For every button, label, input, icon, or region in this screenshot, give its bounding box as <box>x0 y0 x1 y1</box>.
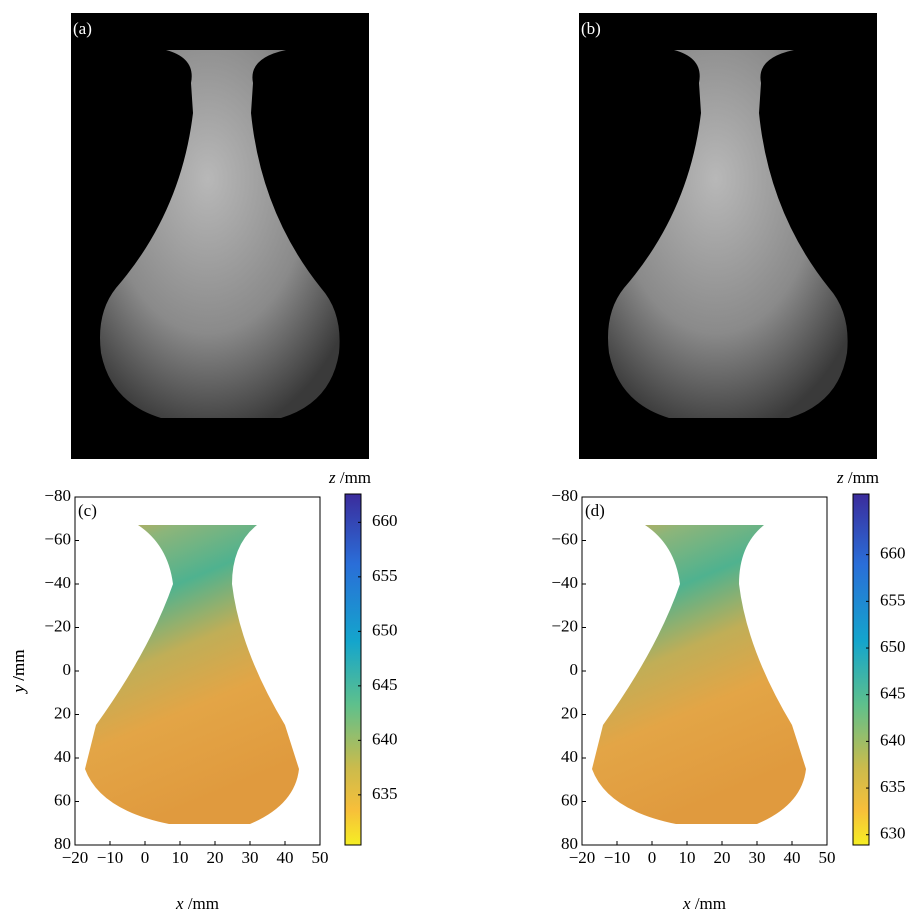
x-tick-label: 0 <box>141 848 150 867</box>
y-tick-label: −20 <box>44 616 71 635</box>
axis-title: y /mm <box>9 650 28 695</box>
x-tick-label: 30 <box>749 848 766 867</box>
y-tick-label: 60 <box>54 790 71 809</box>
colorbar <box>853 494 869 845</box>
x-tick-label: 20 <box>714 848 731 867</box>
x-tick-label: 10 <box>679 848 696 867</box>
figure: (a) (b) (c) −20 −10 0 10 20 30 40 50 −80 −60 −40 −20… <box>0 0 910 915</box>
y-tick-label: −80 <box>44 486 71 505</box>
colorbar-tick-label: 650 <box>880 637 906 656</box>
y-tick-label: 20 <box>561 703 578 722</box>
axis-variable: z <box>328 468 336 487</box>
panel-label: (a) <box>73 19 92 38</box>
surface-c <box>85 525 299 824</box>
colorbar-tick-label: 640 <box>372 729 398 748</box>
photo-b: (b) <box>579 13 877 459</box>
x-tick-label: −10 <box>604 848 631 867</box>
y-tick-label: 0 <box>570 660 579 679</box>
x-tick-label: 40 <box>277 848 294 867</box>
y-tick-label: −60 <box>551 529 578 548</box>
panel-label: (b) <box>581 19 601 38</box>
surface-d <box>592 525 806 824</box>
colorbar-tick-label: 660 <box>372 511 398 530</box>
colorbar-tick-label: 630 <box>880 824 906 843</box>
y-tick-label: 80 <box>561 834 578 853</box>
panel-label: (c) <box>78 501 97 520</box>
colorbar-tick-label: 640 <box>880 730 906 749</box>
photo-a: (a) <box>71 13 373 459</box>
y-tick-label: 0 <box>63 660 72 679</box>
colorbar-tick-label: 645 <box>372 675 398 694</box>
x-tick-label: 30 <box>242 848 259 867</box>
axis-unit: /mm <box>848 468 879 487</box>
x-tick-label: −10 <box>97 848 124 867</box>
y-tick-label: 60 <box>561 790 578 809</box>
colorbar-tick-label: 660 <box>880 544 906 563</box>
axis-variable: y <box>9 684 28 694</box>
y-tick-label: 80 <box>54 834 71 853</box>
axis-title: x /mm <box>682 894 726 913</box>
axis-unit: /mm <box>340 468 371 487</box>
axis-unit: /mm <box>9 650 28 681</box>
y-tick-label: −40 <box>44 573 71 592</box>
axis-title: z /mm <box>328 468 371 487</box>
y-tick-label: −80 <box>551 486 578 505</box>
x-tick-label: 0 <box>648 848 657 867</box>
y-tick-label: 20 <box>54 703 71 722</box>
y-tick-label: −20 <box>551 616 578 635</box>
axis-unit: /mm <box>188 894 219 913</box>
x-tick-label: 50 <box>819 848 836 867</box>
axis-variable: x <box>175 894 184 913</box>
colorbar-tick-label: 655 <box>880 590 906 609</box>
x-tick-label: 40 <box>784 848 801 867</box>
axis-variable: x <box>682 894 691 913</box>
y-tick-label: 40 <box>54 747 71 766</box>
colorbar-tick-label: 635 <box>880 777 906 796</box>
panel-label: (d) <box>585 501 605 520</box>
axis-unit: /mm <box>695 894 726 913</box>
colorbar-tick-label: 645 <box>880 684 906 703</box>
x-tick-label: 10 <box>172 848 189 867</box>
y-tick-label: −40 <box>551 573 578 592</box>
axis-title: x /mm <box>175 894 219 913</box>
axis-title: z /mm <box>836 468 879 487</box>
colorbar-tick-label: 655 <box>372 566 398 585</box>
x-tick-label: 50 <box>312 848 329 867</box>
axis-variable: z <box>836 468 844 487</box>
colorbar-tick-label: 650 <box>372 620 398 639</box>
colorbar <box>345 494 361 845</box>
colorbar-tick-label: 635 <box>372 784 398 803</box>
y-tick-label: 40 <box>561 747 578 766</box>
y-tick-label: −60 <box>44 529 71 548</box>
x-tick-label: 20 <box>207 848 224 867</box>
